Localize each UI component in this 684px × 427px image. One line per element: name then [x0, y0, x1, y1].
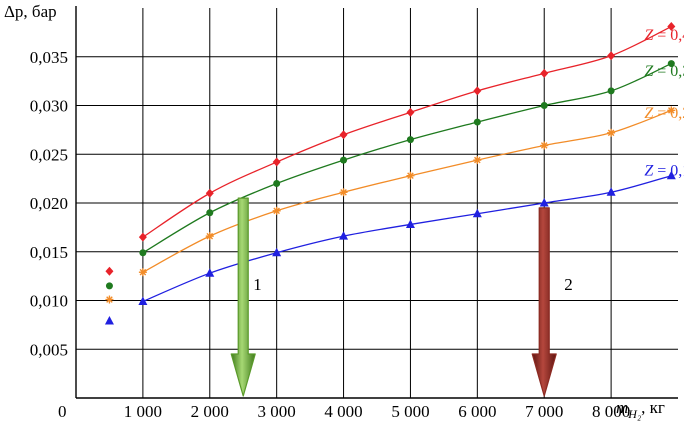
- x-axis-title: mH₂, кг: [616, 398, 665, 421]
- series-3: [105, 106, 676, 304]
- data-point-circle: [540, 102, 548, 109]
- series-label: Z = 0,4: [644, 27, 684, 44]
- x-tick-label: 2 000: [191, 402, 229, 421]
- data-point-circle: [340, 156, 348, 164]
- data-point-star: [205, 232, 214, 241]
- data-point-triangle: [339, 231, 349, 240]
- data-point-circle: [206, 209, 214, 217]
- y-tick-label: 0,010: [30, 292, 68, 311]
- data-point-star: [540, 141, 549, 150]
- data-point-diamond: [205, 188, 214, 198]
- data-point-triangle: [666, 170, 676, 180]
- data-point-star: [473, 156, 482, 165]
- x-tick-label: 7 000: [525, 402, 563, 421]
- data-point-triangle: [539, 198, 549, 207]
- annotation-arrows: [230, 197, 557, 397]
- data-point-star: [667, 106, 676, 115]
- data-point-circle: [105, 282, 113, 290]
- arrow-shape: [230, 197, 256, 397]
- data-point-star: [607, 128, 616, 137]
- origin-label: 0: [58, 402, 67, 421]
- data-point-triangle: [606, 187, 616, 196]
- axes: [75, 6, 678, 399]
- data-point-star: [406, 171, 415, 180]
- data-point-star: [105, 295, 114, 304]
- data-point-triangle: [104, 315, 114, 325]
- data-point-diamond: [339, 130, 348, 140]
- series-1: [105, 22, 676, 276]
- series-2: [105, 60, 675, 290]
- data-point-circle: [406, 136, 414, 144]
- x-tick-label: 5 000: [391, 402, 429, 421]
- annotation-arrow-1: [230, 197, 256, 397]
- x-tick-label: 1 000: [124, 402, 162, 421]
- series-line: [142, 109, 672, 273]
- data-point-circle: [139, 249, 147, 257]
- series-line: [142, 175, 672, 303]
- arrow-label: 1: [253, 275, 262, 294]
- y-axis-title: Δp, бар: [4, 2, 57, 21]
- data-point-circle: [273, 180, 281, 187]
- y-tick-label: 0,035: [30, 48, 68, 67]
- grid: [76, 8, 678, 398]
- arrow-label: 2: [564, 275, 573, 294]
- data-point-circle: [607, 87, 615, 95]
- data-point-diamond: [667, 22, 676, 32]
- data-point-diamond: [607, 51, 616, 61]
- data-point-triangle: [272, 247, 282, 257]
- x-tick-label: 8 000: [592, 402, 630, 421]
- series-line: [142, 25, 672, 238]
- data-point-star: [138, 268, 147, 277]
- data-point-circle: [473, 118, 481, 126]
- series-group: [104, 22, 676, 325]
- data-point-diamond: [473, 86, 482, 96]
- data-point-triangle: [138, 296, 148, 305]
- data-point-diamond: [406, 107, 415, 117]
- x-tick-label: 6 000: [458, 402, 496, 421]
- x-tick-label: 3 000: [258, 402, 296, 421]
- y-tick-label: 0,030: [30, 97, 68, 116]
- labels: 1 000 2 000 3 000 4 000 5 000 6 000 7 000 8 000…: [30, 27, 684, 421]
- data-point-diamond: [540, 68, 549, 78]
- data-point-diamond: [105, 266, 114, 276]
- data-point-star: [272, 206, 281, 215]
- y-tick-label: 0,015: [30, 243, 68, 262]
- data-point-triangle: [405, 219, 415, 228]
- data-point-triangle: [205, 268, 215, 277]
- arrow-shape: [531, 207, 557, 397]
- y-tick-label: 0,025: [30, 145, 68, 164]
- data-point-circle: [667, 60, 675, 68]
- annotation-arrow-2: [531, 207, 557, 397]
- series-label: Z = 0,3: [644, 63, 684, 80]
- x-axis-title-subscript: H₂: [627, 407, 641, 421]
- y-tick-label: 0,020: [30, 194, 68, 213]
- data-point-star: [339, 188, 348, 197]
- data-point-diamond: [138, 232, 147, 242]
- x-tick-label: 4 000: [324, 402, 362, 421]
- data-point-triangle: [472, 208, 482, 218]
- x-axis-title-var: m: [616, 398, 628, 417]
- series-4: [104, 170, 676, 325]
- series-label: Z = 0,2: [644, 105, 684, 122]
- y-tick-label: 0,005: [30, 340, 68, 359]
- x-axis-title-unit: , кг: [641, 398, 665, 417]
- data-point-diamond: [272, 157, 281, 167]
- series-label: Z = 0,1: [644, 162, 684, 179]
